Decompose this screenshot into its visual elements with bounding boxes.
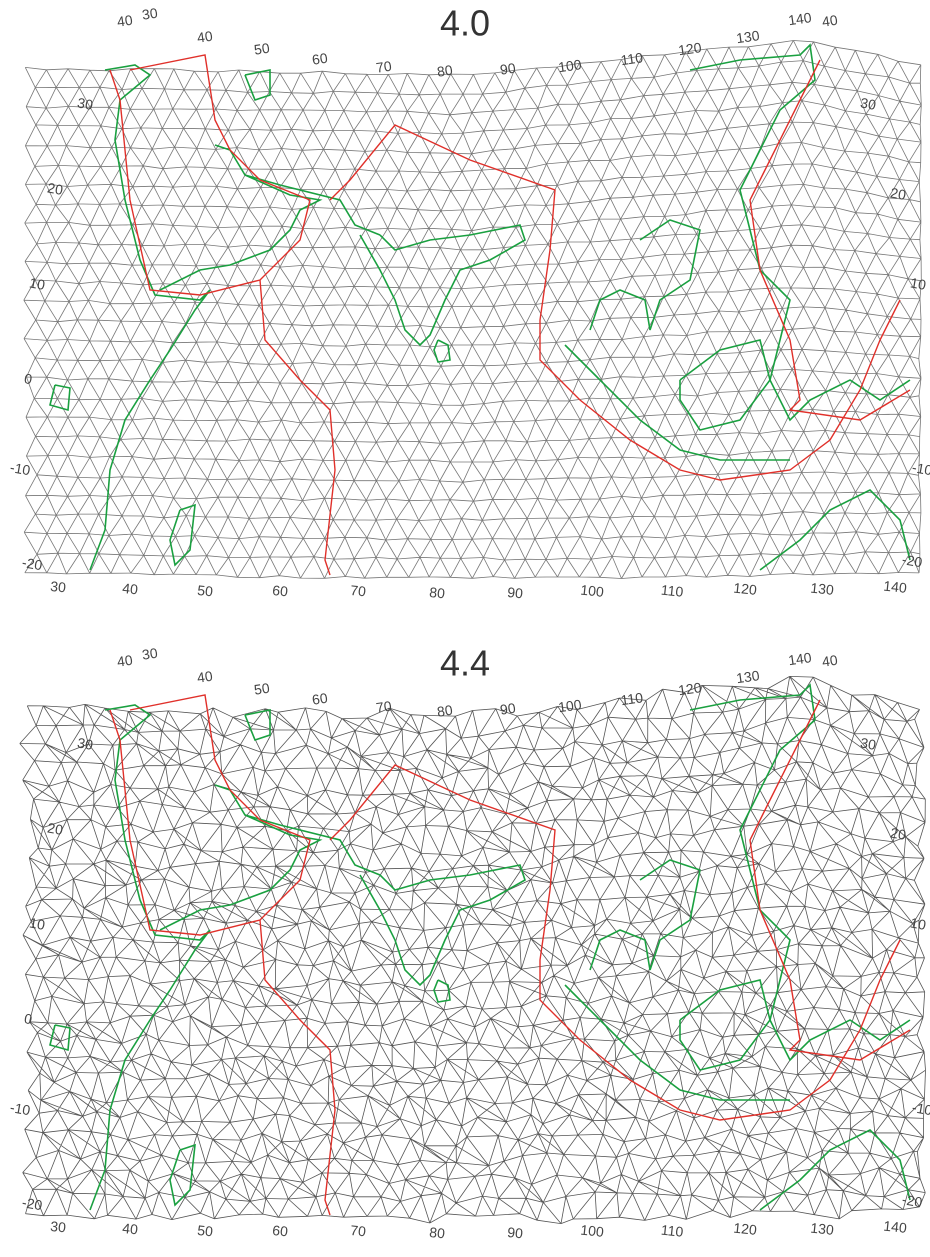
coordinate-label: 70 <box>375 58 393 76</box>
coordinate-label: 120 <box>733 580 758 598</box>
coordinate-label: 30 <box>76 94 94 112</box>
coordinate-label: -10 <box>9 1099 32 1118</box>
coordinate-label: 110 <box>660 582 684 600</box>
coordinate-label: 70 <box>350 582 367 600</box>
coordinate-label: 80 <box>429 1224 446 1242</box>
coordinate-label: 80 <box>436 62 454 80</box>
coordinate-label: 140 <box>787 9 813 28</box>
coordinate-label: 40 <box>122 580 139 598</box>
coordinate-label: 110 <box>620 49 645 68</box>
coordinate-label: -20 <box>901 1191 924 1210</box>
coordinate-label: 130 <box>735 667 761 686</box>
coordinate-label: 10 <box>28 914 46 932</box>
map-panel: 4.4 40 30 40 50 60 70 80 90 100 110 120 130 140 40 30 20… <box>9 643 930 1242</box>
coordinate-label: 60 <box>311 50 329 68</box>
coordinate-label: 0 <box>23 370 34 387</box>
coordinate-label: 100 <box>557 696 583 715</box>
coordinate-label: -10 <box>911 1099 930 1118</box>
coordinate-label: 70 <box>350 1222 367 1240</box>
coordinate-label: 60 <box>311 690 329 708</box>
figure: 4.04030405060708090100110120130140403020… <box>0 0 930 1252</box>
coordinate-label: 30 <box>141 645 159 663</box>
coordinate-label: 30 <box>859 734 877 752</box>
coordinate-label: 30 <box>50 578 67 596</box>
coordinate-label: 20 <box>889 184 907 202</box>
coordinate-label: 50 <box>197 582 214 600</box>
coastline <box>565 345 790 460</box>
coordinate-label: 40 <box>821 652 839 670</box>
coordinate-label: 130 <box>735 27 761 46</box>
coordinate-label: 60 <box>272 582 289 600</box>
coastline <box>590 220 700 330</box>
coordinate-label: 140 <box>883 1218 908 1236</box>
coordinate-label: 90 <box>507 584 524 602</box>
coordinate-label: 40 <box>116 652 134 670</box>
coordinate-label: 90 <box>499 700 517 718</box>
coordinate-label: 100 <box>580 1222 605 1240</box>
coordinate-label: 20 <box>46 179 64 197</box>
coordinate-label: 40 <box>821 12 839 30</box>
coordinate-label: 20 <box>46 819 64 837</box>
coordinate-label: 140 <box>787 649 813 668</box>
coordinate-label: 110 <box>620 689 645 708</box>
panel-title: 4.4 <box>440 643 490 684</box>
coordinate-label: -10 <box>911 459 930 478</box>
coordinate-label: -10 <box>9 459 32 478</box>
coordinate-label: 100 <box>557 56 583 75</box>
coordinate-label: 110 <box>660 1222 684 1240</box>
coordinate-label: 20 <box>889 824 907 842</box>
coordinate-label: 90 <box>499 60 517 78</box>
coordinate-label: 50 <box>197 1222 214 1240</box>
coastline <box>50 1025 70 1050</box>
mesh <box>24 41 922 579</box>
coordinate-label: 40 <box>116 12 134 30</box>
coordinate-label: 40 <box>196 28 214 46</box>
coastline <box>50 385 70 410</box>
coordinate-label: -20 <box>21 554 44 573</box>
coordinate-label: 30 <box>859 94 877 112</box>
coordinate-label: 130 <box>810 1220 835 1238</box>
mesh <box>20 676 926 1223</box>
coordinate-label: 120 <box>677 39 703 58</box>
coordinate-label: -20 <box>21 1194 44 1213</box>
coordinate-label: 30 <box>50 1218 67 1236</box>
coordinate-label: 100 <box>580 582 605 600</box>
coordinate-label: 50 <box>253 40 271 58</box>
panel-title: 4.0 <box>440 3 490 44</box>
plate-boundary <box>330 765 900 1120</box>
coordinate-label: 10 <box>909 914 927 932</box>
coordinate-label: 50 <box>253 680 271 698</box>
coordinate-label: 10 <box>909 274 927 292</box>
coordinate-label: 120 <box>677 679 703 698</box>
coastline <box>434 340 450 362</box>
coordinate-label: 80 <box>436 702 454 720</box>
coordinate-label: 70 <box>375 698 393 716</box>
coordinate-label: 130 <box>810 580 835 598</box>
coordinate-label: 10 <box>28 274 46 292</box>
coastline <box>434 980 450 1002</box>
coastline <box>360 225 525 345</box>
coordinate-label: 30 <box>76 734 94 752</box>
coordinate-label: 30 <box>141 5 159 23</box>
coordinate-label: 140 <box>883 578 908 596</box>
coordinate-label: 120 <box>733 1220 758 1238</box>
coordinate-label: -20 <box>901 551 924 570</box>
coordinate-label: 90 <box>507 1224 524 1242</box>
coordinate-label: 60 <box>272 1222 289 1240</box>
coordinate-label: 40 <box>196 668 214 686</box>
coordinate-label: 80 <box>429 584 446 602</box>
coordinate-label: 40 <box>122 1220 139 1238</box>
